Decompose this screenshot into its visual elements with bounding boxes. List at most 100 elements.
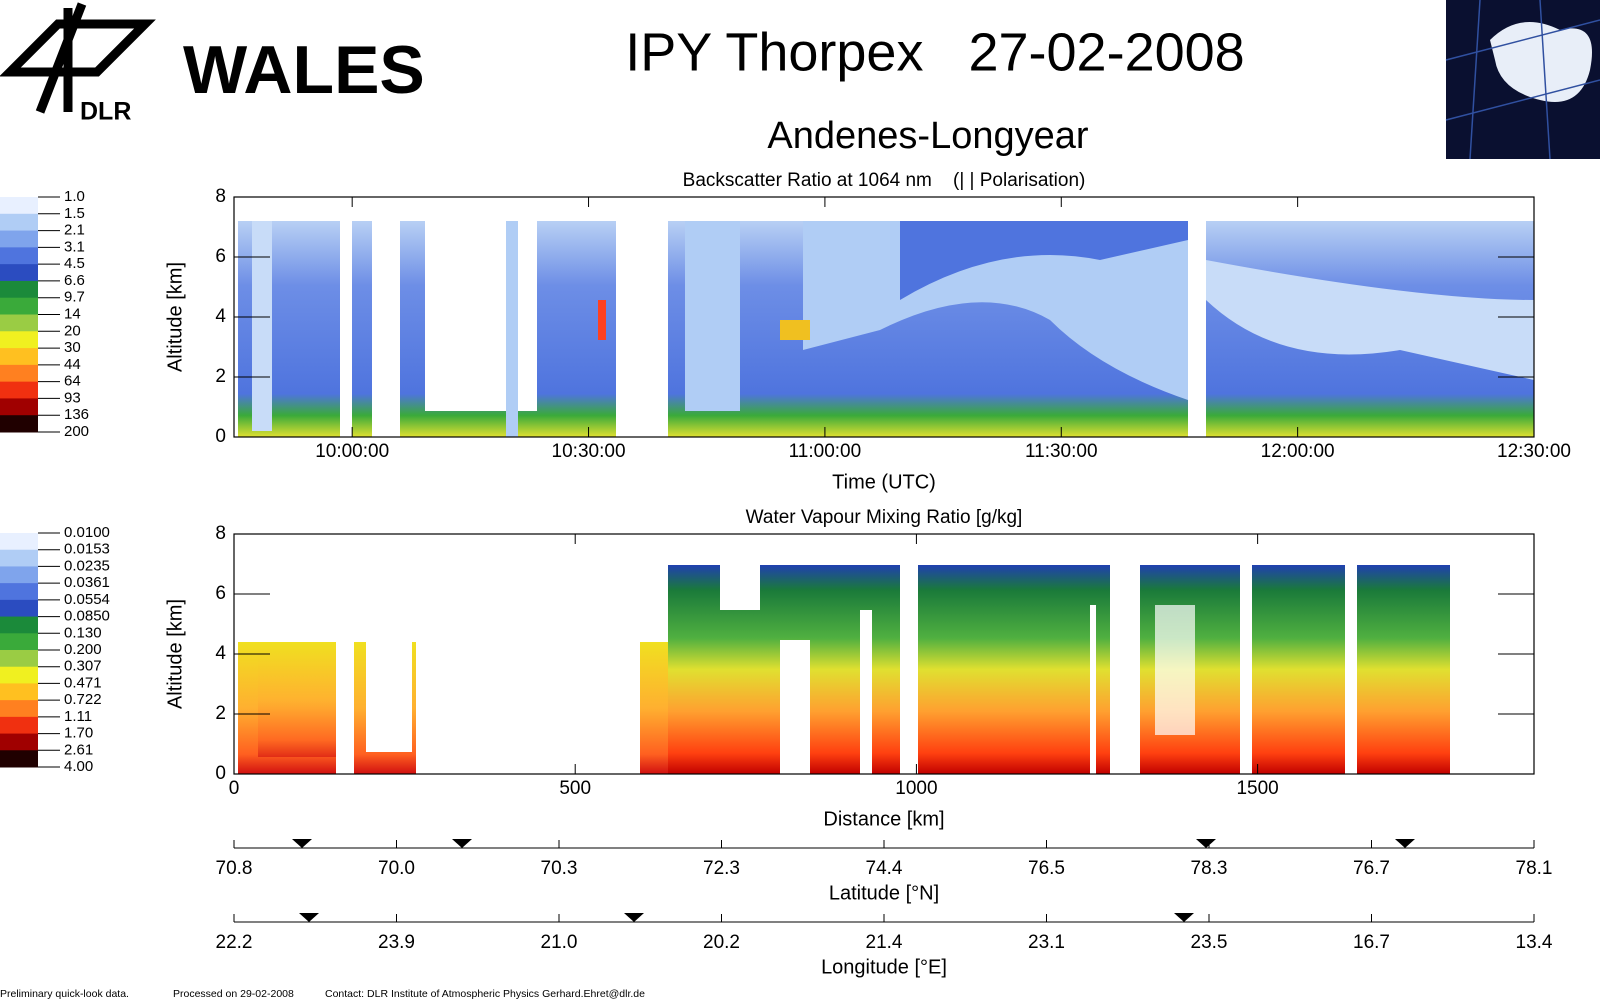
title: IPY Thorpex 27-02-2008 bbox=[625, 22, 1244, 82]
colorbar-swatch bbox=[0, 750, 38, 768]
colorbar-label: 1.0 bbox=[64, 188, 85, 205]
waypoint-tick-label: 22.2 bbox=[216, 932, 253, 953]
colorbar-swatch bbox=[0, 297, 38, 315]
y-tick-label: 0 bbox=[215, 426, 226, 447]
colorbar-label: 93 bbox=[64, 389, 81, 406]
y-tick-label: 0 bbox=[215, 763, 226, 784]
colorbar-swatch bbox=[0, 633, 38, 651]
colorbar-label: 0.307 bbox=[64, 658, 102, 675]
colorbar-swatch bbox=[0, 280, 38, 299]
x-tick-label: 10:30:00 bbox=[552, 441, 626, 462]
panel-title: Backscatter Ratio at 1064 nm (| | Polari… bbox=[683, 170, 1086, 191]
colorbar-swatch bbox=[0, 264, 38, 282]
colorbar-label: 0.0554 bbox=[64, 591, 110, 608]
colorbar-label: 64 bbox=[64, 373, 81, 390]
dlr-logo bbox=[0, 2, 156, 114]
logo-text: DLR bbox=[80, 98, 131, 126]
colorbar-swatch bbox=[0, 314, 38, 332]
waypoint-tick-label: 70.3 bbox=[541, 858, 578, 879]
x-tick-label: 0 bbox=[229, 778, 240, 799]
waypoint-tick-label: 23.1 bbox=[1028, 932, 1065, 953]
colorbar-label: 0.0100 bbox=[64, 524, 110, 541]
waypoint-tick-label: 20.2 bbox=[703, 932, 740, 953]
waypoint-tick-label: 76.5 bbox=[1028, 858, 1065, 879]
y-tick-label: 4 bbox=[215, 643, 226, 664]
y-tick-label: 2 bbox=[215, 366, 226, 387]
waypoint-tick-label: 23.9 bbox=[378, 932, 415, 953]
colorbar-label: 1.5 bbox=[64, 205, 85, 222]
colorbar-swatch bbox=[0, 247, 38, 265]
colorbar-swatch bbox=[0, 381, 38, 399]
y-axis-label: Altitude [km] bbox=[164, 262, 186, 372]
colorbar-label: 44 bbox=[64, 356, 81, 373]
x-tick-label: 1000 bbox=[895, 778, 937, 799]
x-tick-label: 12:00:00 bbox=[1261, 441, 1335, 462]
colorbar-label: 0.0850 bbox=[64, 608, 110, 625]
colorbar-label: 0.0235 bbox=[64, 557, 110, 574]
colorbar-swatch bbox=[0, 398, 38, 416]
waypoint-tick-label: 16.7 bbox=[1353, 932, 1390, 953]
colorbar-swatch bbox=[0, 683, 38, 701]
x-tick-label: 500 bbox=[559, 778, 591, 799]
waypoint-markers bbox=[292, 839, 1415, 922]
colorbar-label: 2.61 bbox=[64, 741, 93, 758]
colorbar-swatch bbox=[0, 733, 38, 751]
subtitle: Andenes-Longyear bbox=[767, 115, 1088, 157]
instrument: WALES bbox=[183, 32, 425, 108]
x-tick-label: 10:00:00 bbox=[315, 441, 389, 462]
colorbar-swatch bbox=[0, 566, 38, 584]
waypoint-tick-label: 78.3 bbox=[1191, 858, 1228, 879]
colorbar-label: 136 bbox=[64, 406, 89, 423]
panel-title: Water Vapour Mixing Ratio [g/kg] bbox=[746, 507, 1023, 528]
colorbar-label: 4.00 bbox=[64, 758, 93, 775]
waypoint-tick-label: 70.0 bbox=[378, 858, 415, 879]
colorbar-swatch bbox=[0, 533, 38, 551]
colorbar-swatch bbox=[0, 213, 38, 232]
waypoint-tick-label: 23.5 bbox=[1191, 932, 1228, 953]
colorbar-label: 0.0153 bbox=[64, 541, 110, 558]
x-tick-label: 12:30:00 bbox=[1497, 441, 1571, 462]
footer-text: Processed on 29-02-2008 bbox=[173, 988, 294, 1000]
waypoint-axis-label: Latitude [°N] bbox=[829, 882, 939, 904]
colorbar-swatch bbox=[0, 197, 38, 215]
waypoint-axis-label: Longitude [°E] bbox=[821, 956, 947, 978]
y-tick-label: 8 bbox=[215, 186, 226, 207]
colorbar-label: 200 bbox=[64, 423, 89, 440]
y-tick-label: 8 bbox=[215, 523, 226, 544]
x-axis-label: Time (UTC) bbox=[832, 471, 936, 493]
colorbar-label: 0.722 bbox=[64, 691, 102, 708]
colorbar-label: 1.70 bbox=[64, 725, 93, 742]
colorbar-label: 3.1 bbox=[64, 238, 85, 255]
colorbar-label: 20 bbox=[64, 322, 81, 339]
waypoint-tick-label: 13.4 bbox=[1516, 932, 1553, 953]
x-tick-label: 11:30:00 bbox=[1025, 441, 1098, 462]
waypoint-tick-label: 76.7 bbox=[1353, 858, 1390, 879]
colorbar-swatch bbox=[0, 549, 38, 567]
colorbar-swatch bbox=[0, 700, 38, 718]
waypoint-tick-label: 21.4 bbox=[866, 932, 903, 953]
colorbar-swatch bbox=[0, 230, 38, 248]
y-axis-label: Altitude [km] bbox=[164, 599, 186, 709]
waypoint-tick-label: 72.3 bbox=[703, 858, 740, 879]
colorbar-swatch bbox=[0, 348, 38, 366]
x-tick-label: 1500 bbox=[1236, 778, 1278, 799]
colorbar-swatch bbox=[0, 583, 38, 601]
colorbar-label: 4.5 bbox=[64, 255, 85, 272]
waypoint-tick-label: 70.8 bbox=[216, 858, 253, 879]
footer-text: Preliminary quick-look data. bbox=[0, 988, 129, 1000]
y-tick-label: 6 bbox=[215, 246, 226, 267]
colorbar-swatch bbox=[0, 331, 38, 349]
y-tick-label: 4 bbox=[215, 306, 226, 327]
waypoint-tick-label: 21.0 bbox=[541, 932, 578, 953]
colorbar-label: 0.471 bbox=[64, 674, 102, 691]
colorbar-swatch bbox=[0, 716, 38, 735]
waypoint-tick-label: 74.4 bbox=[866, 858, 903, 879]
colorbar-swatch bbox=[0, 666, 38, 684]
colorbar-swatch bbox=[0, 650, 38, 668]
colorbar-label: 2.1 bbox=[64, 222, 85, 239]
footer-text: Contact: DLR Institute of Atmospheric Ph… bbox=[325, 988, 645, 1000]
waypoint-tick-label: 78.1 bbox=[1516, 858, 1553, 879]
x-tick-label: 11:00:00 bbox=[789, 441, 862, 462]
water-vapour-curtain bbox=[238, 565, 1450, 774]
